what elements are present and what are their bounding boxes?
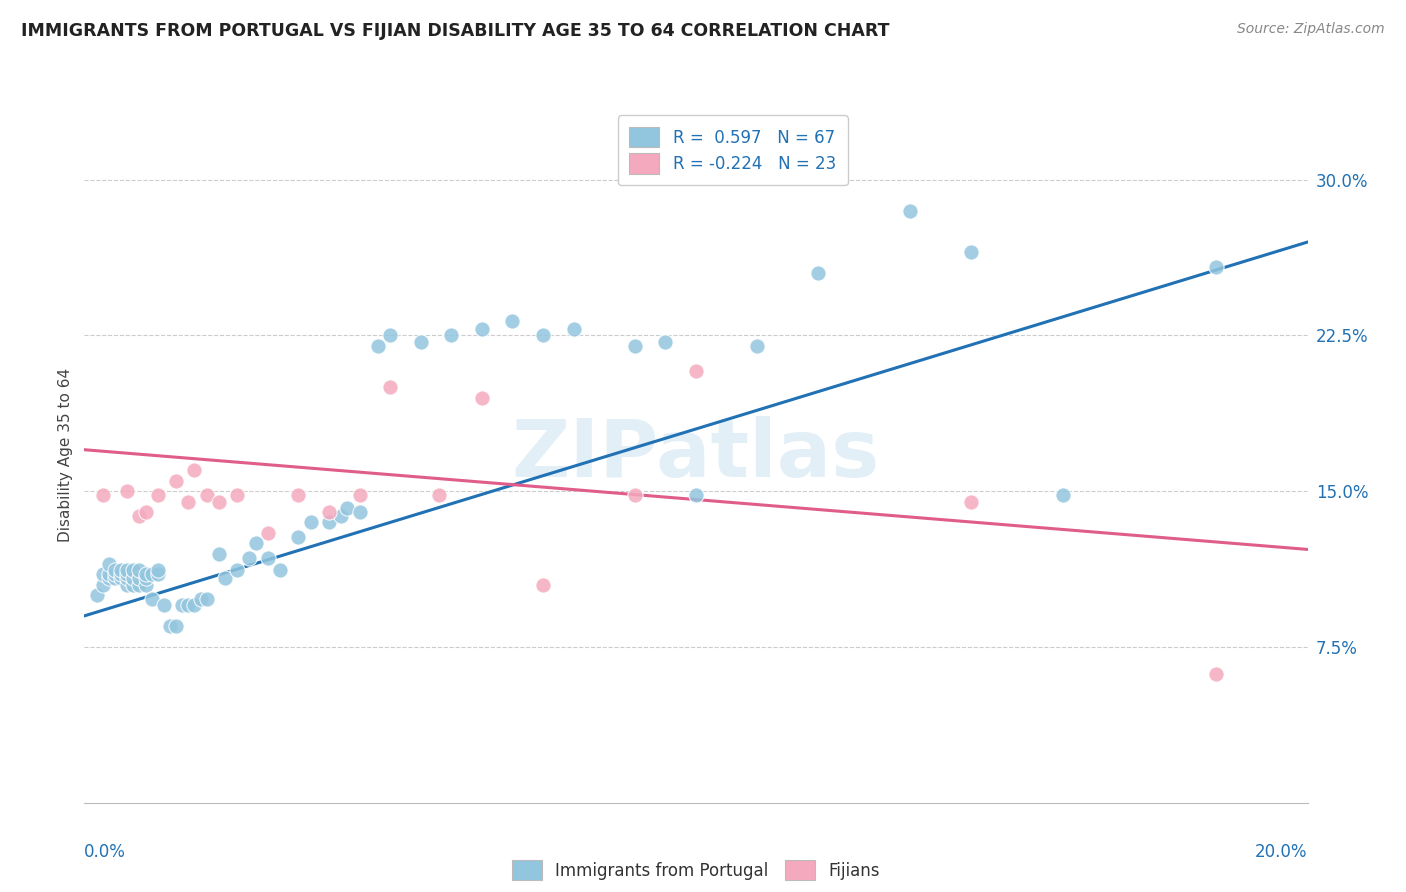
Y-axis label: Disability Age 35 to 64: Disability Age 35 to 64: [58, 368, 73, 542]
Point: [336, 500, 359, 515]
Point: [135, 572, 157, 586]
Point: [91, 488, 114, 502]
Point: [104, 572, 127, 586]
Point: [367, 339, 389, 353]
Point: [172, 599, 194, 613]
Text: 20.0%: 20.0%: [1256, 843, 1308, 861]
Point: [177, 599, 200, 613]
Point: [153, 599, 176, 613]
Point: [471, 322, 494, 336]
Point: [110, 567, 132, 582]
Point: [531, 578, 554, 592]
Point: [208, 494, 231, 508]
Point: [531, 328, 554, 343]
Point: [380, 328, 402, 343]
Point: [349, 488, 371, 502]
Point: [502, 314, 524, 328]
Point: [115, 578, 138, 592]
Point: [409, 334, 432, 349]
Point: [135, 578, 157, 592]
Point: [562, 322, 585, 336]
Legend: Immigrants from Portugal, Fijians: Immigrants from Portugal, Fijians: [501, 848, 891, 892]
Point: [135, 567, 157, 582]
Point: [349, 505, 371, 519]
Point: [471, 391, 494, 405]
Point: [91, 567, 114, 582]
Point: [380, 380, 402, 394]
Point: [226, 488, 249, 502]
Point: [110, 572, 132, 586]
Point: [122, 563, 145, 577]
Point: [141, 592, 163, 607]
Point: [183, 599, 205, 613]
Point: [624, 339, 647, 353]
Point: [91, 578, 114, 592]
Point: [183, 463, 205, 477]
Point: [238, 550, 260, 565]
Point: [195, 488, 218, 502]
Point: [208, 547, 231, 561]
Point: [257, 550, 280, 565]
Point: [165, 474, 187, 488]
Point: [128, 563, 150, 577]
Point: [97, 567, 120, 582]
Point: [440, 328, 463, 343]
Point: [226, 563, 249, 577]
Point: [195, 592, 218, 607]
Point: [146, 563, 169, 577]
Point: [165, 619, 187, 633]
Point: [141, 567, 163, 582]
Text: Source: ZipAtlas.com: Source: ZipAtlas.com: [1237, 22, 1385, 37]
Point: [97, 557, 120, 571]
Point: [122, 578, 145, 592]
Point: [128, 578, 150, 592]
Point: [97, 572, 120, 586]
Point: [807, 266, 830, 280]
Point: [115, 484, 138, 499]
Point: [110, 563, 132, 577]
Point: [146, 567, 169, 582]
Point: [128, 509, 150, 524]
Point: [427, 488, 450, 502]
Point: [122, 572, 145, 586]
Point: [299, 516, 322, 530]
Point: [1052, 488, 1074, 502]
Point: [318, 516, 340, 530]
Point: [330, 509, 353, 524]
Point: [685, 364, 707, 378]
Point: [685, 488, 707, 502]
Point: [1205, 667, 1227, 681]
Point: [104, 567, 127, 582]
Point: [128, 572, 150, 586]
Point: [177, 494, 200, 508]
Text: ZIPatlas: ZIPatlas: [512, 416, 880, 494]
Point: [318, 505, 340, 519]
Point: [115, 567, 138, 582]
Point: [898, 203, 921, 218]
Point: [115, 572, 138, 586]
Point: [190, 592, 212, 607]
Point: [287, 530, 309, 544]
Point: [269, 563, 291, 577]
Point: [245, 536, 267, 550]
Point: [1205, 260, 1227, 274]
Point: [104, 563, 127, 577]
Text: 0.0%: 0.0%: [84, 843, 127, 861]
Point: [960, 494, 983, 508]
Point: [214, 572, 236, 586]
Point: [624, 488, 647, 502]
Point: [747, 339, 769, 353]
Point: [135, 505, 157, 519]
Point: [287, 488, 309, 502]
Point: [115, 563, 138, 577]
Text: IMMIGRANTS FROM PORTUGAL VS FIJIAN DISABILITY AGE 35 TO 64 CORRELATION CHART: IMMIGRANTS FROM PORTUGAL VS FIJIAN DISAB…: [21, 22, 890, 40]
Point: [86, 588, 108, 602]
Point: [257, 525, 280, 540]
Point: [960, 245, 983, 260]
Point: [159, 619, 181, 633]
Point: [654, 334, 676, 349]
Point: [146, 488, 169, 502]
